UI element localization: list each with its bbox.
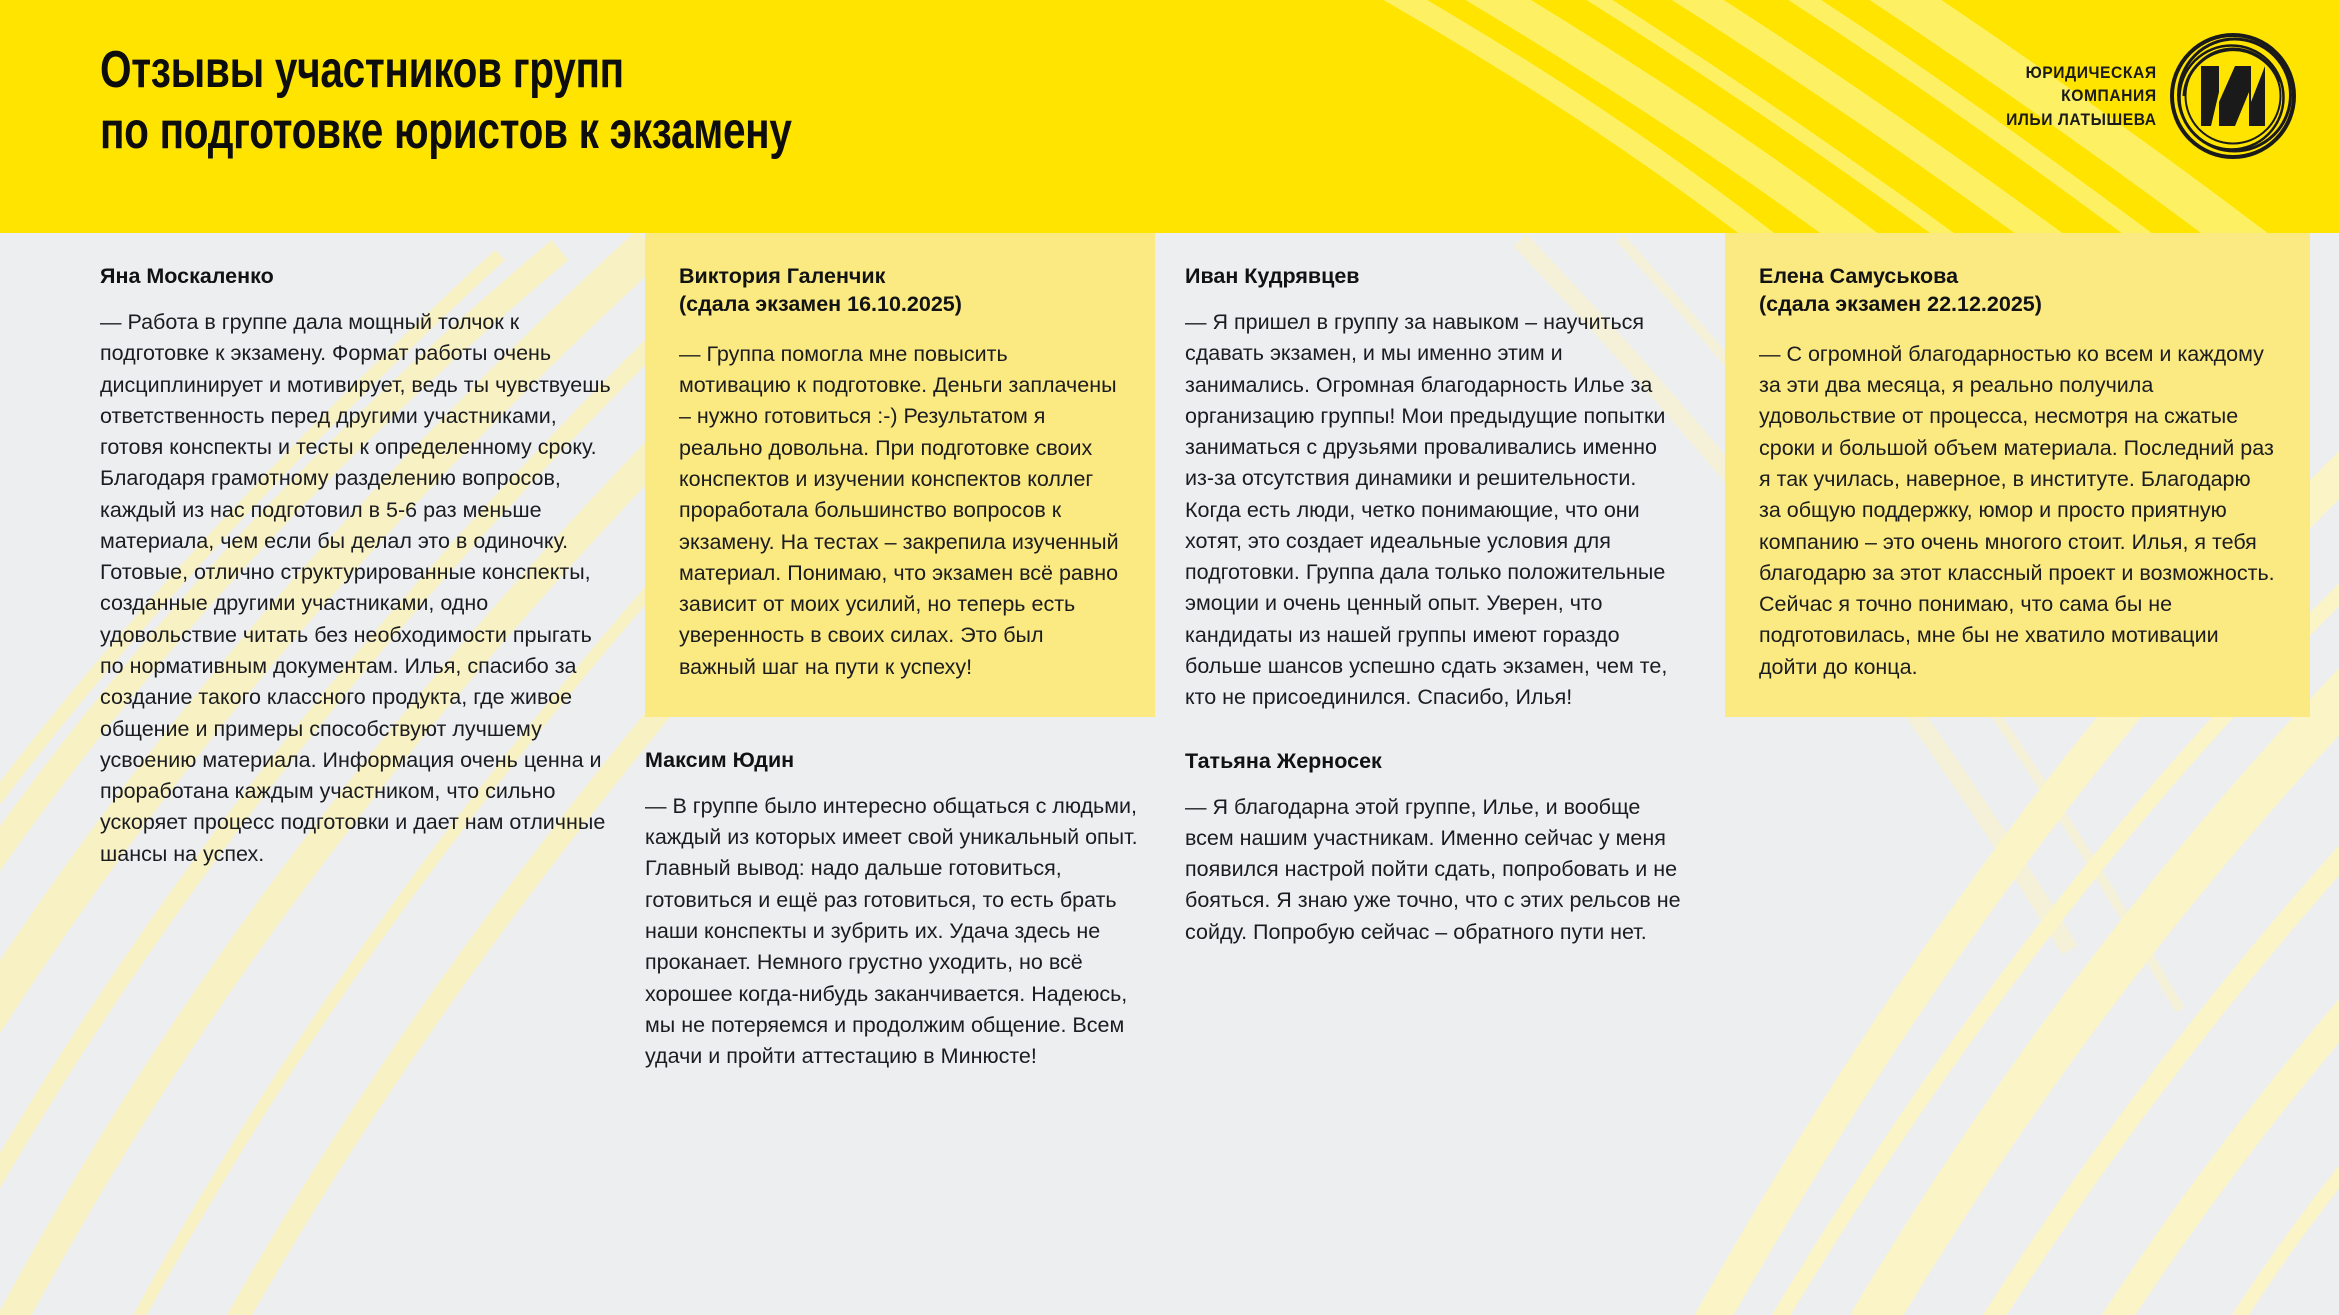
logo-wordmark: ЮРИДИЧЕСКАЯ КОМПАНИЯ ИЛЬИ ЛАТЫШЕВА	[2006, 61, 2157, 131]
testimonial-author-name: Иван Кудрявцев	[1185, 264, 1360, 288]
logo-line-1: ЮРИДИЧЕСКАЯ	[2025, 62, 2157, 82]
logo-line-2: КОМПАНИЯ	[2061, 86, 2157, 106]
page-title: Отзывы участников групп по подготовке юр…	[100, 41, 792, 160]
testimonial-text: — Я пришел в группу за навыком – научить…	[1185, 309, 1668, 710]
testimonial-column-2: Виктория Галенчик (сдала экзамен 16.10.2…	[645, 233, 1155, 1315]
testimonials-grid: Яна Москаленко — Работа в группе дала мо…	[0, 233, 2339, 1315]
testimonial-text: — С огромной благодарностью ко всем и ка…	[1759, 341, 2275, 679]
testimonial-yana-moskalenko: Яна Москаленко — Работа в группе дала мо…	[100, 233, 612, 870]
testimonial-text: — Я благодарна этой группе, Илье, и вооб…	[1185, 794, 1681, 944]
logo-monogram-icon	[2167, 30, 2299, 162]
logo-letter-i-icon	[2201, 66, 2265, 126]
testimonial-author-name: Максим Юдин	[645, 747, 795, 772]
testimonial-tatyana-zhernosek: Татьяна Жерносек — Я благодарна этой гру…	[1185, 748, 1690, 948]
header-ribbon-pattern	[0, 0, 2339, 233]
header-ribbons-svg	[1383, 0, 2268, 233]
logo-monogram-svg	[2170, 33, 2296, 159]
testimonial-elena-samuskova: Елена Самуськова (сдала экзамен 22.12.20…	[1725, 233, 2310, 717]
testimonial-ivan-kudryavtsev: Иван Кудрявцев — Я пришел в группу за на…	[1185, 233, 1690, 714]
testimonial-text: — Группа помогла мне повысить мотивацию …	[679, 341, 1119, 679]
testimonial-column-3: Иван Кудрявцев — Я пришел в группу за на…	[1185, 233, 1690, 1315]
company-logo: ЮРИДИЧЕСКАЯ КОМПАНИЯ ИЛЬИ ЛАТЫШЕВА	[1939, 26, 2299, 166]
testimonial-text: — Работа в группе дала мощный толчок к п…	[100, 309, 611, 866]
testimonial-author-name: Яна Москаленко	[100, 264, 274, 288]
testimonial-author-name: Татьяна Жерносек	[1185, 748, 1382, 773]
testimonial-text: — В группе было интересно общаться с люд…	[645, 793, 1138, 1069]
testimonial-author-name: Елена Самуськова (сдала экзамен 22.12.20…	[1759, 264, 2042, 316]
page-header: Отзывы участников групп по подготовке юр…	[0, 0, 2339, 233]
testimonial-maksim-yudin: Максим Юдин — В группе было интересно об…	[645, 747, 1155, 1072]
testimonial-column-1: Яна Москаленко — Работа в группе дала мо…	[100, 233, 612, 1315]
logo-line-3: ИЛЬИ ЛАТЫШЕВА	[2006, 109, 2157, 129]
testimonial-viktoriya-galenchik: Виктория Галенчик (сдала экзамен 16.10.2…	[645, 233, 1155, 717]
testimonial-column-4: Елена Самуськова (сдала экзамен 22.12.20…	[1725, 233, 2310, 1315]
testimonial-author-name: Виктория Галенчик (сдала экзамен 16.10.2…	[679, 264, 962, 316]
